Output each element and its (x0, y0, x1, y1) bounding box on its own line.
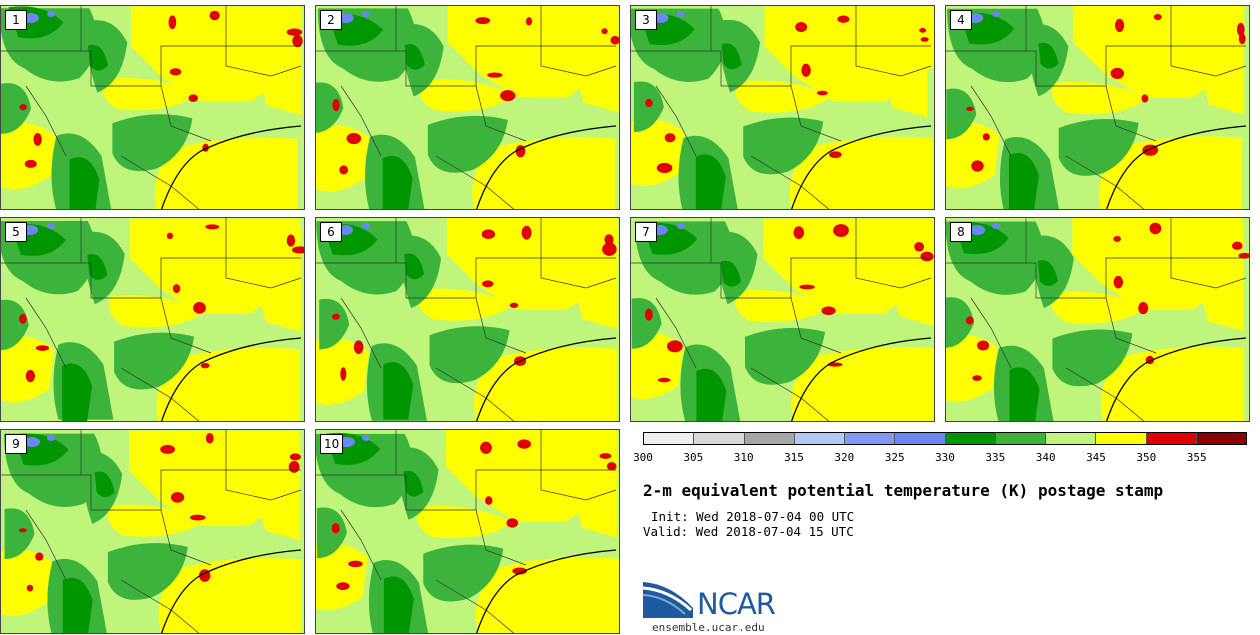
init-time: Init: Wed 2018-07-04 00 UTC (651, 509, 855, 524)
colorbar-tick-label: 300 (633, 451, 653, 464)
map-svg (316, 218, 619, 421)
colorbar-tick-label: 350 (1136, 451, 1157, 464)
map-panel: 8 (945, 217, 1250, 422)
logo-text: NCAR (697, 587, 776, 621)
map-panel: 4 (945, 5, 1250, 210)
member-label: 1 (5, 10, 27, 30)
colorbar-segment (995, 433, 1046, 444)
member-label: 4 (950, 10, 972, 30)
colorbar-segment (694, 433, 745, 444)
plot-title: 2-m equivalent potential temperature (K)… (643, 481, 1164, 500)
map-svg (1, 6, 304, 209)
colorbar-segment (644, 433, 695, 444)
colorbar-segment (845, 433, 896, 444)
valid-time: Valid: Wed 2018-07-04 15 UTC (643, 524, 854, 539)
member-label: 2 (320, 10, 342, 30)
map-svg (1, 430, 304, 633)
map-panel: 1 (0, 5, 305, 210)
member-label: 10 (320, 434, 344, 454)
map-panel: 9 (0, 429, 305, 634)
colorbar-tick-label: 315 (784, 451, 804, 464)
map-svg (631, 6, 934, 209)
map-svg (316, 6, 619, 209)
map-svg (946, 218, 1249, 421)
logo-url: ensemble.ucar.edu (652, 621, 765, 634)
colorbar-segment (1146, 433, 1197, 444)
colorbar-tick-label: 330 (935, 451, 955, 464)
colorbar-segment (794, 433, 845, 444)
member-label: 7 (635, 222, 657, 242)
member-label: 5 (5, 222, 27, 242)
colorbar-segment (744, 433, 795, 444)
map-panel: 5 (0, 217, 305, 422)
map-panel: 2 (315, 5, 620, 210)
member-label: 3 (635, 10, 657, 30)
colorbar-tick-label: 335 (985, 451, 1006, 464)
ncar-logo-icon (643, 582, 693, 618)
colorbar-tick-label: 345 (1086, 451, 1106, 464)
colorbar-segment (945, 433, 996, 444)
colorbar (643, 432, 1247, 445)
map-svg (946, 6, 1249, 209)
member-label: 6 (320, 222, 342, 242)
map-svg (1, 218, 304, 421)
map-panel: 3 (630, 5, 935, 210)
member-label: 9 (5, 434, 27, 454)
colorbar-segment (1096, 433, 1147, 444)
colorbar-tick-label: 320 (834, 451, 855, 464)
colorbar-tick-label: 310 (733, 451, 754, 464)
map-panel: 6 (315, 217, 620, 422)
colorbar-tick-label: 305 (683, 451, 704, 464)
colorbar-tick-label: 325 (884, 451, 905, 464)
map-svg (631, 218, 934, 421)
colorbar-tick-label: 355 (1186, 451, 1207, 464)
map-panel: 10 (315, 429, 620, 634)
map-svg (316, 430, 619, 633)
colorbar-segment (1046, 433, 1097, 444)
colorbar-segment (1196, 433, 1246, 444)
colorbar-segment (895, 433, 946, 444)
member-label: 8 (950, 222, 972, 242)
colorbar-tick-label: 340 (1035, 451, 1056, 464)
map-panel: 7 (630, 217, 935, 422)
